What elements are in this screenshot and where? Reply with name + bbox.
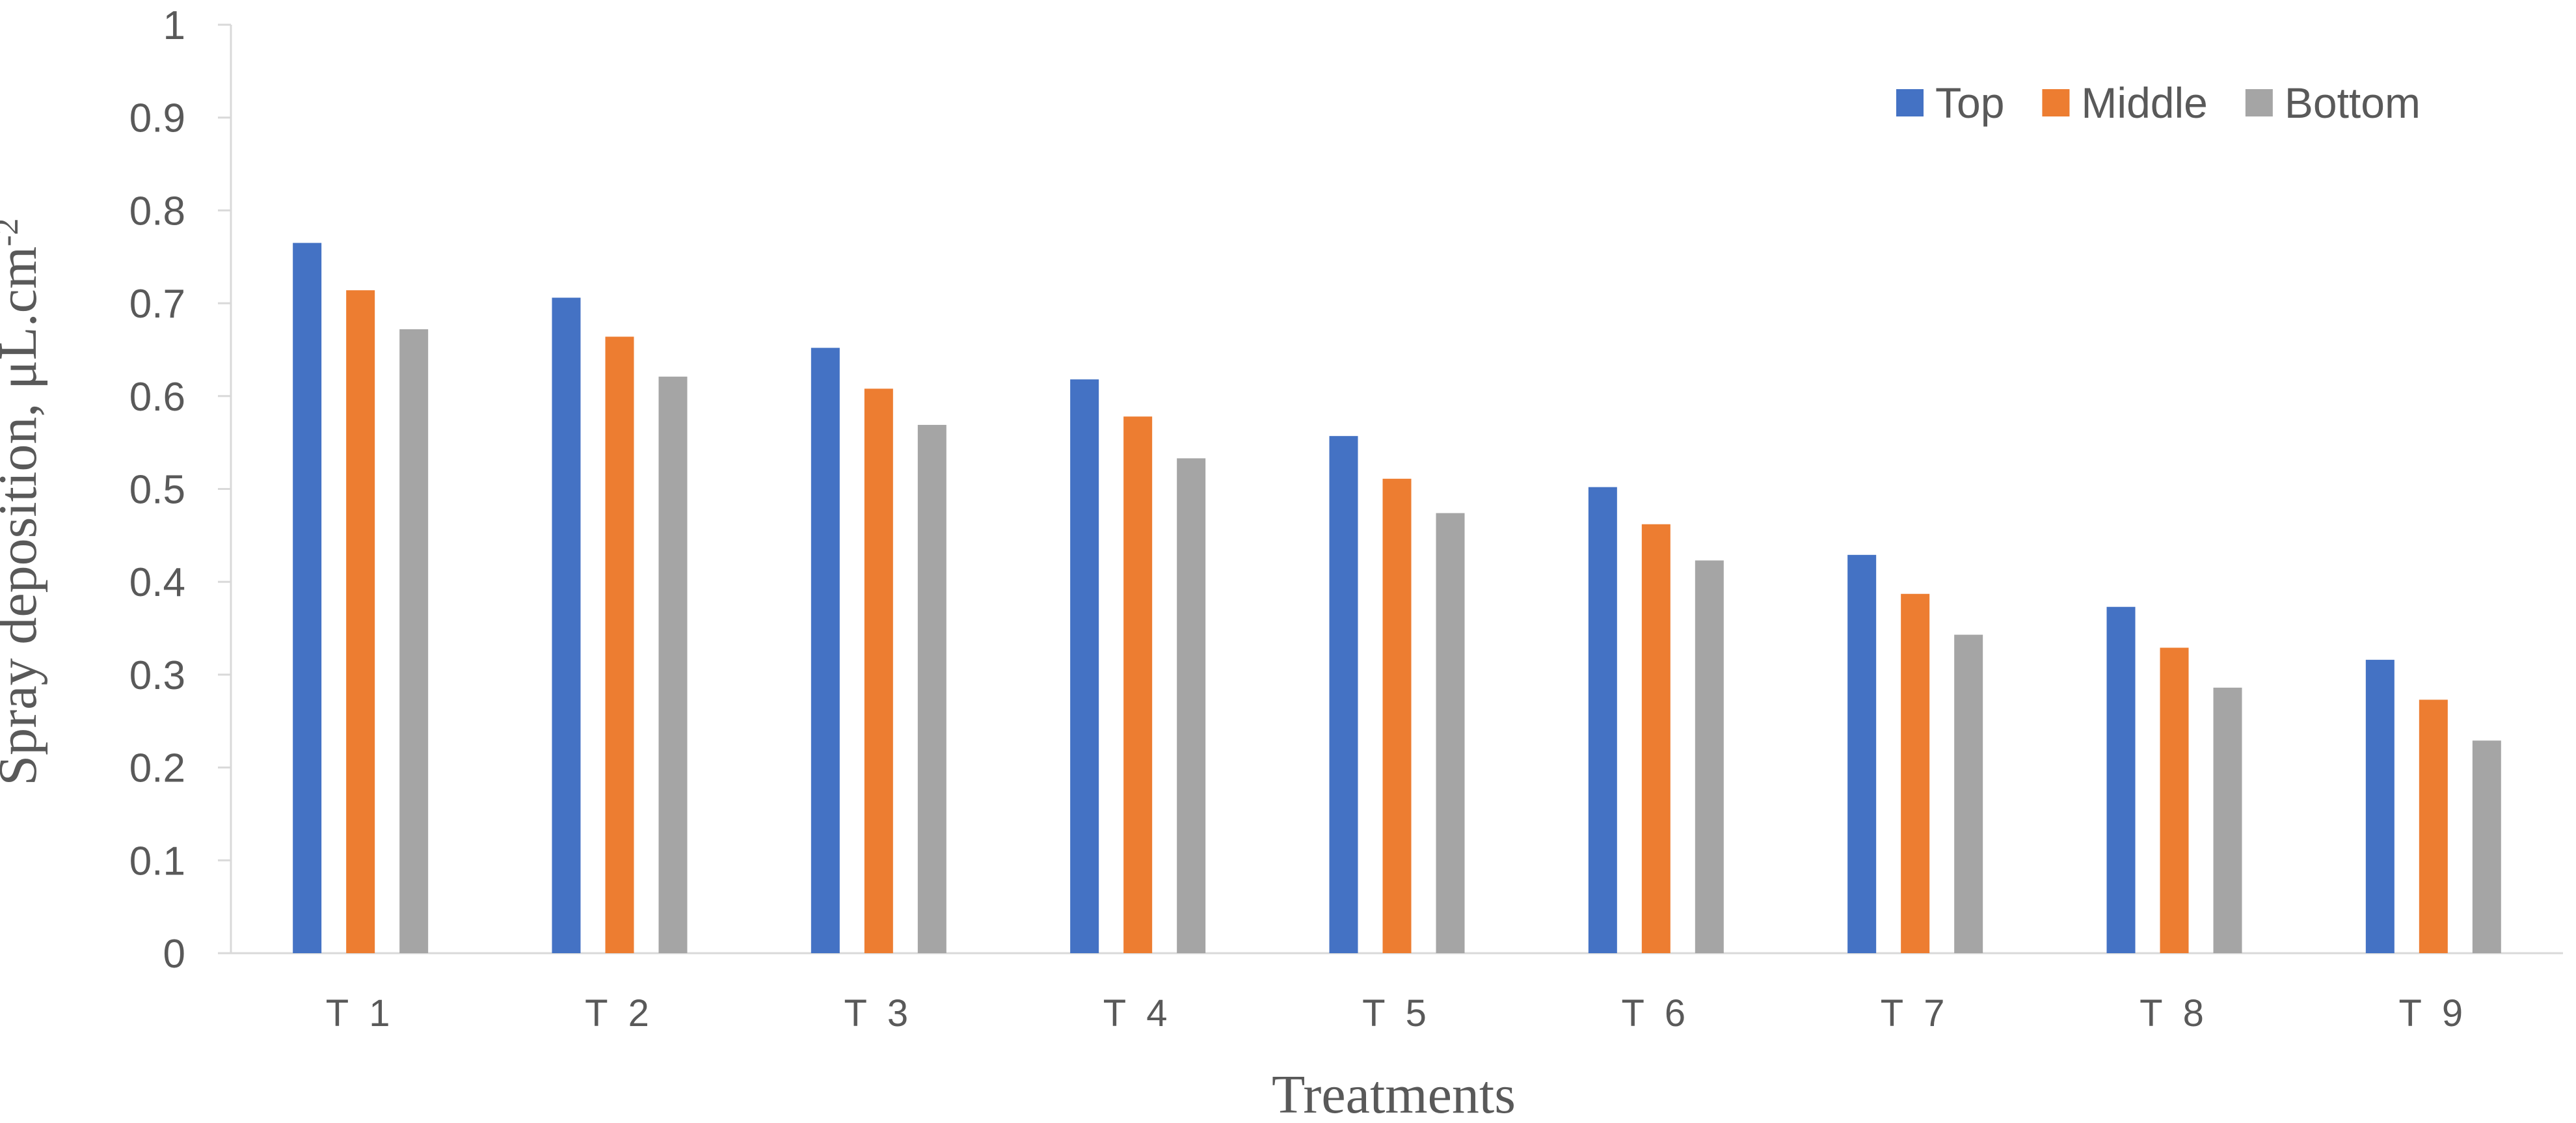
legend-label-top: Top xyxy=(1935,79,2004,127)
x-tick-label: T 8 xyxy=(2140,992,2209,1035)
y-tick-label: 0.6 xyxy=(129,375,185,420)
y-tick-label: 0.8 xyxy=(129,189,185,234)
x-tick-label: T 2 xyxy=(585,992,654,1035)
bar-middle-5 xyxy=(1382,478,1412,953)
y-tick-label: 1 xyxy=(163,3,185,48)
y-tick-label: 0.7 xyxy=(129,282,185,327)
bar-middle-8 xyxy=(2160,647,2189,953)
y-tick-label: 0.1 xyxy=(129,839,185,884)
y-tick-label: 0.5 xyxy=(129,468,185,513)
bar-middle-4 xyxy=(1123,416,1153,953)
x-tick-label: T 3 xyxy=(844,992,913,1035)
bar-bottom-7 xyxy=(1954,634,1983,953)
x-tick-label: T 1 xyxy=(326,992,396,1035)
bar-middle-3 xyxy=(864,388,893,953)
bar-bottom-4 xyxy=(1177,458,1206,953)
y-axis-title-superscript: -2 xyxy=(0,218,25,246)
bar-middle-7 xyxy=(1901,593,1930,953)
bar-top-5 xyxy=(1329,436,1358,953)
bar-top-1 xyxy=(293,243,322,954)
bar-top-3 xyxy=(811,347,840,953)
bar-top-7 xyxy=(1847,554,1877,953)
x-tick-label: T 5 xyxy=(1362,992,1432,1035)
bar-top-8 xyxy=(2106,606,2136,953)
bar-bottom-6 xyxy=(1695,560,1724,953)
legend: Top Middle Bottom xyxy=(1896,79,2421,127)
bar-top-4 xyxy=(1070,379,1099,953)
bar-top-2 xyxy=(552,297,581,954)
bar-bottom-3 xyxy=(917,425,946,953)
bar-bottom-5 xyxy=(1436,513,1465,953)
y-tick-label: 0 xyxy=(163,932,185,977)
y-axis-ticks: 0 0.1 0.2 0.3 0.4 0.5 0.6 0.7 0.8 0.9 1 xyxy=(129,3,231,977)
bar-top-9 xyxy=(2365,660,2395,953)
x-axis-tick-labels: T 1 T 2 T 3 T 4 T 5 T 6 T 7 T 8 T 9 xyxy=(326,992,2468,1035)
bar-middle-6 xyxy=(1641,524,1670,953)
x-tick-label: T 9 xyxy=(2398,992,2468,1035)
y-tick-label: 0.2 xyxy=(129,746,185,791)
y-tick-label: 0.3 xyxy=(129,653,185,698)
y-tick-label: 0.4 xyxy=(129,560,185,605)
legend-swatch-top xyxy=(1896,89,1924,116)
bar-bottom-2 xyxy=(658,376,688,953)
bar-middle-1 xyxy=(346,290,375,953)
x-tick-label: T 7 xyxy=(1881,992,1950,1035)
bar-bottom-9 xyxy=(2472,740,2501,953)
x-axis-title: Treatments xyxy=(1272,1064,1516,1123)
legend-label-middle: Middle xyxy=(2081,79,2207,127)
legend-swatch-middle xyxy=(2042,89,2070,116)
y-axis-title: Spray deposition, μL.cm-2 xyxy=(0,218,48,785)
y-axis-title-main: Spray deposition, μL.cm xyxy=(0,247,48,786)
bar-top-6 xyxy=(1588,487,1617,953)
bar-bottom-1 xyxy=(399,329,429,953)
legend-swatch-bottom xyxy=(2245,89,2273,116)
bars xyxy=(293,243,2501,954)
bar-middle-9 xyxy=(2419,699,2448,953)
bar-middle-2 xyxy=(605,336,634,953)
legend-label-bottom: Bottom xyxy=(2285,79,2421,127)
bar-bottom-8 xyxy=(2213,687,2242,953)
x-tick-label: T 4 xyxy=(1103,992,1173,1035)
x-tick-label: T 6 xyxy=(1621,992,1691,1035)
y-tick-label: 0.9 xyxy=(129,96,185,141)
